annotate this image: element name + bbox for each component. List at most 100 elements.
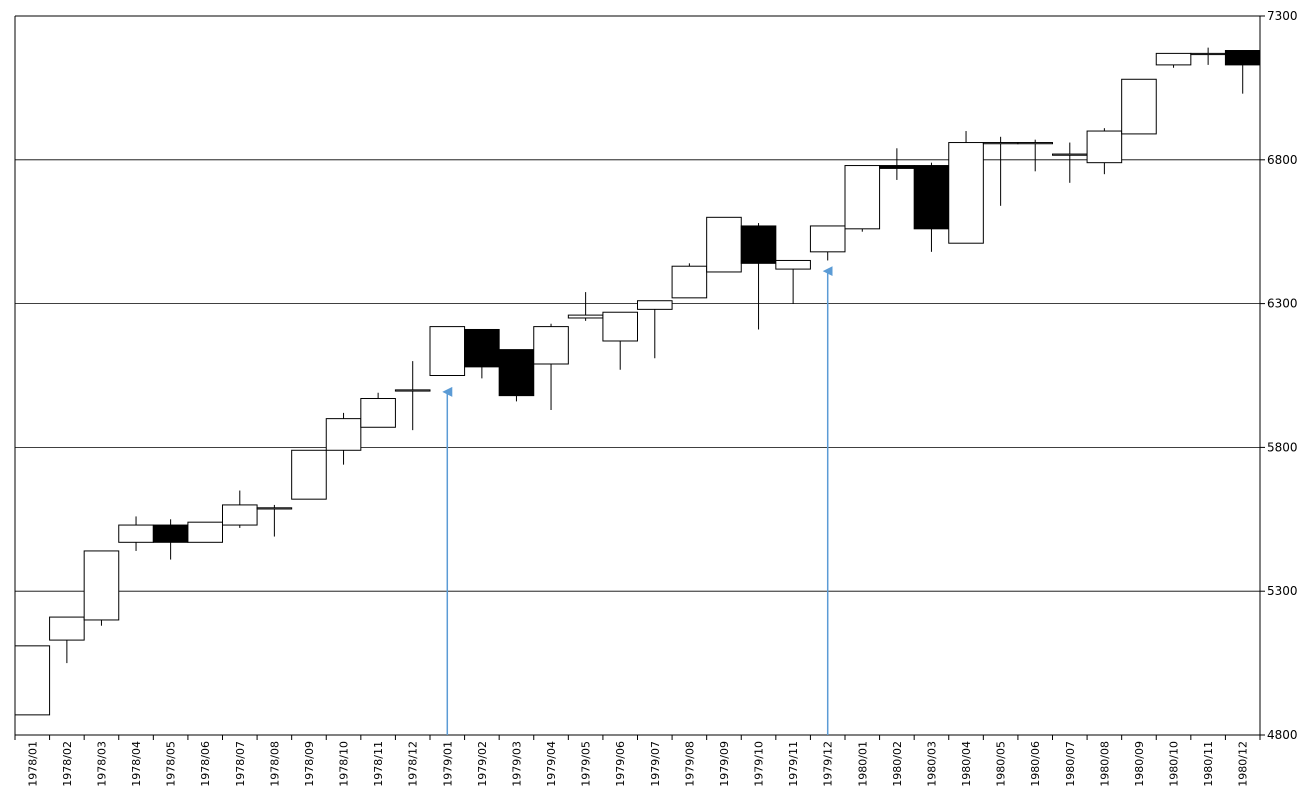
y-tick-label: 4800: [1267, 728, 1298, 742]
x-tick-label: 1979/01: [441, 741, 454, 787]
x-tick-label: 1980/06: [1029, 741, 1042, 787]
candle: [429, 326, 466, 376]
x-tick-label: 1979/09: [718, 741, 731, 787]
candle-body: [49, 616, 85, 641]
candle-body: [394, 389, 431, 392]
candle: [325, 412, 362, 465]
candle: [83, 550, 120, 626]
y-tick-label: 5800: [1267, 440, 1298, 454]
candle: [1155, 52, 1192, 68]
x-tick-label: 1978/07: [234, 741, 247, 787]
candle-body: [775, 259, 811, 270]
x-tick-label: 1979/11: [787, 741, 800, 787]
candle-body: [360, 398, 396, 428]
x-tick-label: 1978/08: [268, 741, 281, 787]
candle: [464, 328, 500, 379]
candle: [775, 259, 811, 304]
x-tick-label: 1978/02: [61, 741, 74, 787]
candle-body: [948, 142, 984, 244]
candle-body: [740, 225, 777, 264]
candle: [913, 162, 950, 252]
candle: [671, 263, 708, 299]
annotations: [442, 266, 833, 735]
y-tick-label: 6300: [1267, 297, 1298, 311]
candle: [809, 225, 846, 261]
x-tick-label: 1978/12: [407, 741, 420, 787]
candle-body: [1190, 52, 1226, 56]
candle-body: [1052, 153, 1088, 156]
x-tick-label: 1979/10: [753, 741, 766, 787]
candle-body: [706, 216, 742, 273]
x-tick-label: 1980/04: [960, 741, 973, 787]
candle-body: [152, 524, 189, 543]
y-tick-label: 6800: [1267, 153, 1298, 167]
candle: [706, 216, 742, 273]
candle-body: [256, 507, 293, 510]
candle: [222, 490, 258, 528]
y-tick-label: 5300: [1267, 584, 1298, 598]
x-tick-label: 1980/11: [1202, 741, 1215, 787]
x-tick-label: 1979/12: [822, 741, 835, 787]
candle-body: [1224, 50, 1261, 66]
x-tick-label: 1979/08: [683, 741, 696, 787]
candle-body: [14, 645, 51, 716]
x-axis-ticks: 1978/01 1978/02 1978/03 1978/04 1978/05 1978/…: [14, 735, 1261, 787]
candle: [152, 519, 189, 560]
candle-body: [844, 165, 881, 230]
candle-body: [498, 349, 535, 397]
y-tick-label: 7300: [1267, 9, 1298, 23]
candle: [1121, 78, 1157, 135]
candle-body: [1017, 142, 1054, 145]
x-tick-label: 1980/12: [1237, 741, 1250, 787]
candle-body: [1155, 52, 1192, 66]
x-tick-label: 1978/11: [372, 741, 385, 787]
x-tick-label: 1980/02: [891, 741, 904, 787]
x-tick-label: 1980/10: [1168, 741, 1181, 787]
candle: [1190, 47, 1226, 65]
candle: [498, 349, 535, 402]
x-tick-label: 1979/07: [649, 741, 662, 787]
x-tick-label: 1978/01: [26, 741, 39, 787]
candle-body: [602, 311, 639, 342]
x-tick-label: 1979/03: [510, 741, 523, 787]
x-tick-label: 1978/05: [165, 741, 178, 787]
candle-body: [222, 504, 258, 526]
candle: [879, 148, 915, 180]
candle: [14, 645, 51, 716]
candle-body: [637, 300, 673, 310]
candle: [740, 223, 777, 330]
candle-body: [982, 142, 1019, 145]
x-tick-label: 1979/02: [476, 741, 489, 787]
candle-body: [567, 314, 604, 319]
x-tick-label: 1978/04: [130, 741, 143, 787]
x-tick-label: 1978/09: [303, 741, 316, 787]
x-tick-label: 1980/09: [1133, 741, 1146, 787]
candle-body: [879, 165, 915, 169]
x-tick-label: 1979/04: [545, 741, 558, 787]
candle: [187, 521, 224, 543]
x-tick-label: 1980/01: [856, 741, 869, 787]
candle-body: [325, 418, 362, 451]
candle-body: [671, 265, 708, 299]
candle: [948, 131, 984, 244]
candle-body: [429, 326, 466, 376]
x-tick-label: 1980/03: [925, 741, 938, 787]
candle: [844, 165, 881, 232]
plot-area: [14, 15, 1261, 736]
candle: [1086, 128, 1123, 175]
candle: [567, 292, 604, 321]
y-axis-ticks: 4800 5300 5800 6300 6800 7300: [1260, 9, 1298, 742]
candle: [1224, 50, 1261, 94]
candle-body: [464, 328, 500, 368]
candle: [118, 516, 154, 551]
candle-body: [1086, 130, 1123, 164]
candle-body: [913, 165, 950, 230]
x-tick-label: 1980/07: [1064, 741, 1077, 787]
x-tick-label: 1980/05: [995, 741, 1008, 787]
x-tick-label: 1978/03: [95, 741, 108, 787]
candle-body: [187, 521, 224, 543]
x-tick-label: 1979/06: [614, 741, 627, 787]
candle: [256, 504, 293, 537]
candle-body: [533, 326, 569, 365]
